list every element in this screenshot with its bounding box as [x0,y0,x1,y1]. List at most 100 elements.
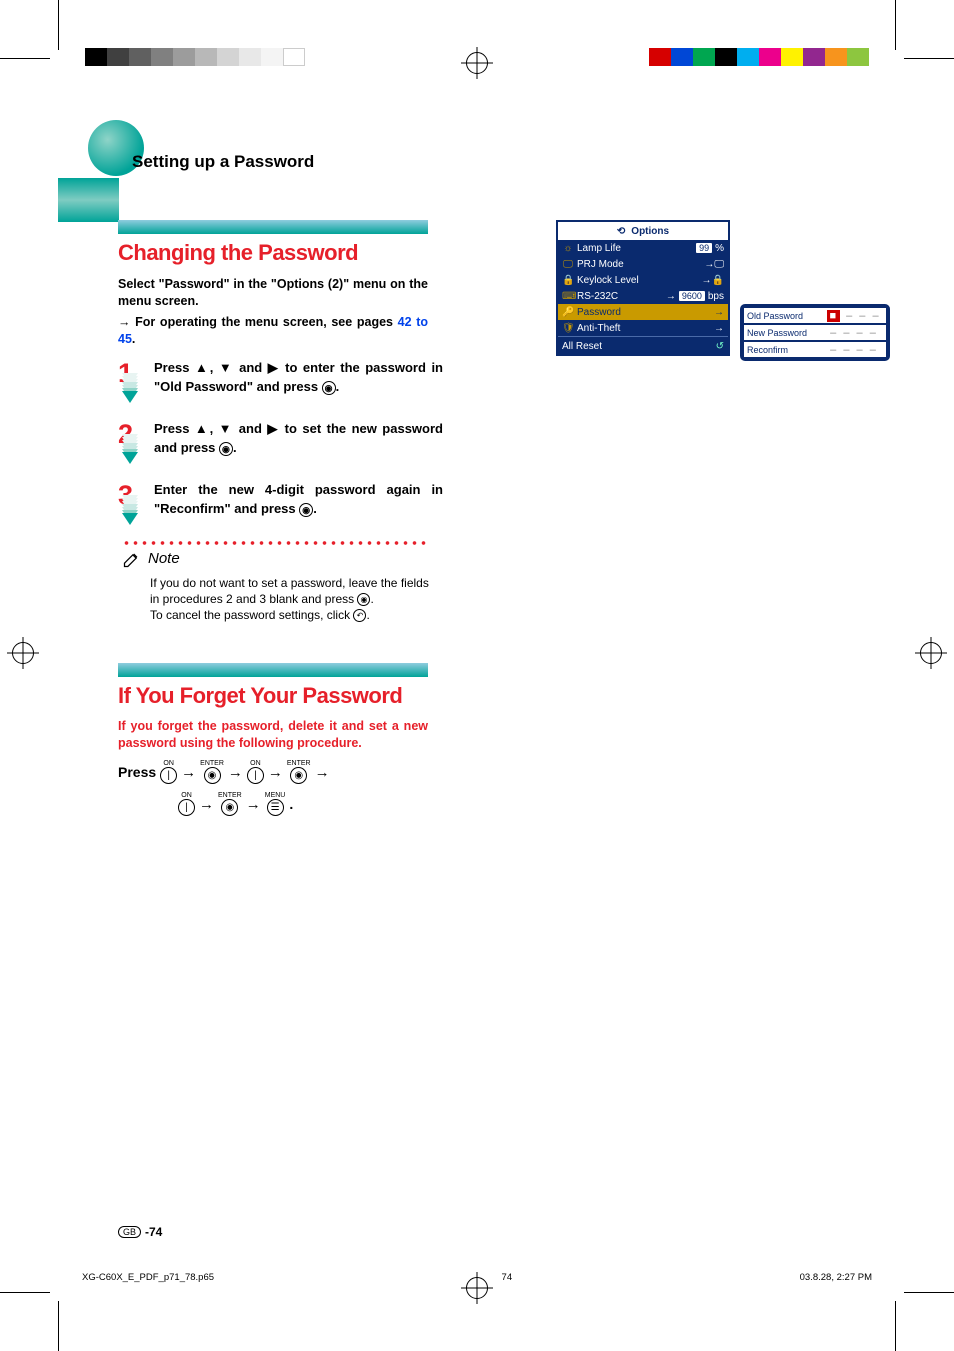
remote-button-icon: ENTER◉ [287,760,311,784]
osd-menu-row: ☼Lamp Life99 % [558,240,728,256]
password-row-label: Reconfirm [747,345,825,355]
osd-row-label: Password [577,307,711,318]
password-field: – – – – [825,327,883,339]
crop-mark [58,1301,59,1351]
print-colorbar-right [649,48,869,66]
arrow-keys-icon: ▲, ▼ and ▶ [195,360,280,375]
note-label: Note [122,549,858,569]
arrow-right-icon: → [246,796,261,813]
button-circle-icon: | [247,767,264,784]
enter-button-icon [219,442,233,456]
note-line-1: If you do not want to set a password, le… [150,576,429,606]
step-item: 3 Enter the new 4-digit password again in… [118,480,443,525]
arrow-keys-icon: ▲, ▼ and ▶ [195,421,279,436]
osd-suffix-icon: →🔒 [702,275,724,286]
osd-all-reset-label: All Reset [562,341,713,352]
osd-row-label: RS-232C [577,291,663,302]
password-placeholder: – – – – [830,344,878,356]
registration-mark-icon [12,642,34,664]
osd-password-row: New Password– – – – [744,325,886,340]
osd-screenshot-area: ⟲ Options ☼Lamp Life99 %🖵PRJ Mode →🖵🔒Key… [556,220,866,356]
registration-mark-icon [920,642,942,664]
crossref-prefix: → For operating the menu screen, see pag… [118,315,398,329]
remote-button-icon: ENTER◉ [200,760,224,784]
remote-button-icon: ON| [247,760,264,784]
page-title: Setting up a Password [132,152,314,172]
chevron-down-icon [122,452,138,464]
crop-mark [58,0,59,50]
section-title-forgot-password: If You Forget Your Password [118,683,858,708]
press-label: Press [118,764,156,780]
button-label: ON [181,792,192,799]
button-circle-icon: ☰ [267,799,284,816]
osd-unit: % [715,243,724,254]
osd-password-row: Old Password■ – – – [744,308,886,323]
step-text: Press ▲, ▼ and ▶ to enter the password i… [154,358,443,397]
arrow-right-icon: → [666,291,676,302]
options-icon: ⟲ [617,226,625,237]
section-intro-text: Select "Password" in the "Options (2)" m… [118,276,428,310]
note-line-1-end: . [370,592,373,606]
osd-row-icon: 🔒 [562,275,574,286]
note-line-2: To cancel the password settings, click [150,608,353,622]
osd-password-dialog: Old Password■ – – – New Password– – – – Re… [740,304,890,361]
crop-mark [895,1301,896,1351]
button-sequence: Press ON|→ENTER◉→ON|→ENTER◉→ON|→ENTER◉→M… [118,760,858,816]
step-list: 1 Press ▲, ▼ and ▶ to enter the password … [118,358,443,525]
step-item: 1 Press ▲, ▼ and ▶ to enter the password … [118,358,443,403]
password-field: – – – – [825,344,883,356]
osd-row-icon: 🛡 [562,323,574,334]
osd-row-all-reset: All Reset ↺ [558,336,728,354]
osd-row-icon: 🖵 [562,259,574,270]
osd-menu-row: 🔑Password → [558,304,728,320]
remote-button-icon: MENU☰ [265,792,286,816]
osd-password-row: Reconfirm – – – – [744,342,886,357]
button-label: MENU [265,792,286,799]
button-label: ON [250,760,261,767]
section-divider-bar [118,220,428,234]
step-number: 3 [118,482,144,509]
password-cursor: ■ [827,310,840,322]
chevron-down-icon [122,391,138,403]
page-area: Setting up a Password Changing the Passw… [58,80,896,1271]
osd-value: 99 [696,243,712,253]
print-filename: XG-C60X_E_PDF_p71_78.p65 [82,1272,214,1283]
step-number: 2 [118,421,144,448]
arrow-right-icon: → [199,796,214,813]
note-divider [122,541,430,545]
crop-mark [0,1292,50,1293]
section-divider-bar [118,663,428,677]
note-text: If you do not want to set a password, le… [150,575,430,624]
chevron-down-icon [122,513,138,525]
osd-unit: bps [708,291,724,302]
step-badge: 3 [118,482,144,525]
region-badge: GB [118,1226,141,1238]
button-circle-icon: ◉ [221,799,238,816]
step-item: 2 Press ▲, ▼ and ▶ to set the new passwor… [118,419,443,464]
arrow-right-icon: → [315,764,330,781]
step-badge: 2 [118,421,144,464]
osd-row-icon: ☼ [562,243,574,254]
crop-mark [904,1292,954,1293]
button-label: ENTER [200,760,224,767]
body-content: Changing the Password Select "Password" … [118,220,858,816]
password-field: ■ – – – [825,310,883,322]
button-circle-icon: | [160,767,177,784]
osd-row-label: Lamp Life [577,243,693,254]
osd-suffix-icon: → [714,307,724,318]
crop-mark [895,0,896,50]
reset-icon: ↺ [716,341,724,352]
remote-button-icon: ON| [178,792,195,816]
note-line-2-end: . [366,608,369,622]
arrow-right-icon: → [268,764,283,781]
header-ornament-band [58,178,119,222]
password-row-label: Old Password [747,311,825,321]
button-circle-icon: ◉ [290,767,307,784]
page-number: -74 [145,1225,162,1239]
step-text: Press ▲, ▼ and ▶ to set the new password… [154,419,443,458]
osd-menu-title: ⟲ Options [558,222,728,240]
remote-button-icon: ON| [160,760,177,784]
step-text: Enter the new 4-digit password again in … [154,480,443,519]
step-number: 1 [118,360,144,387]
section2-intro-text: If you forget the password, delete it an… [118,718,428,752]
